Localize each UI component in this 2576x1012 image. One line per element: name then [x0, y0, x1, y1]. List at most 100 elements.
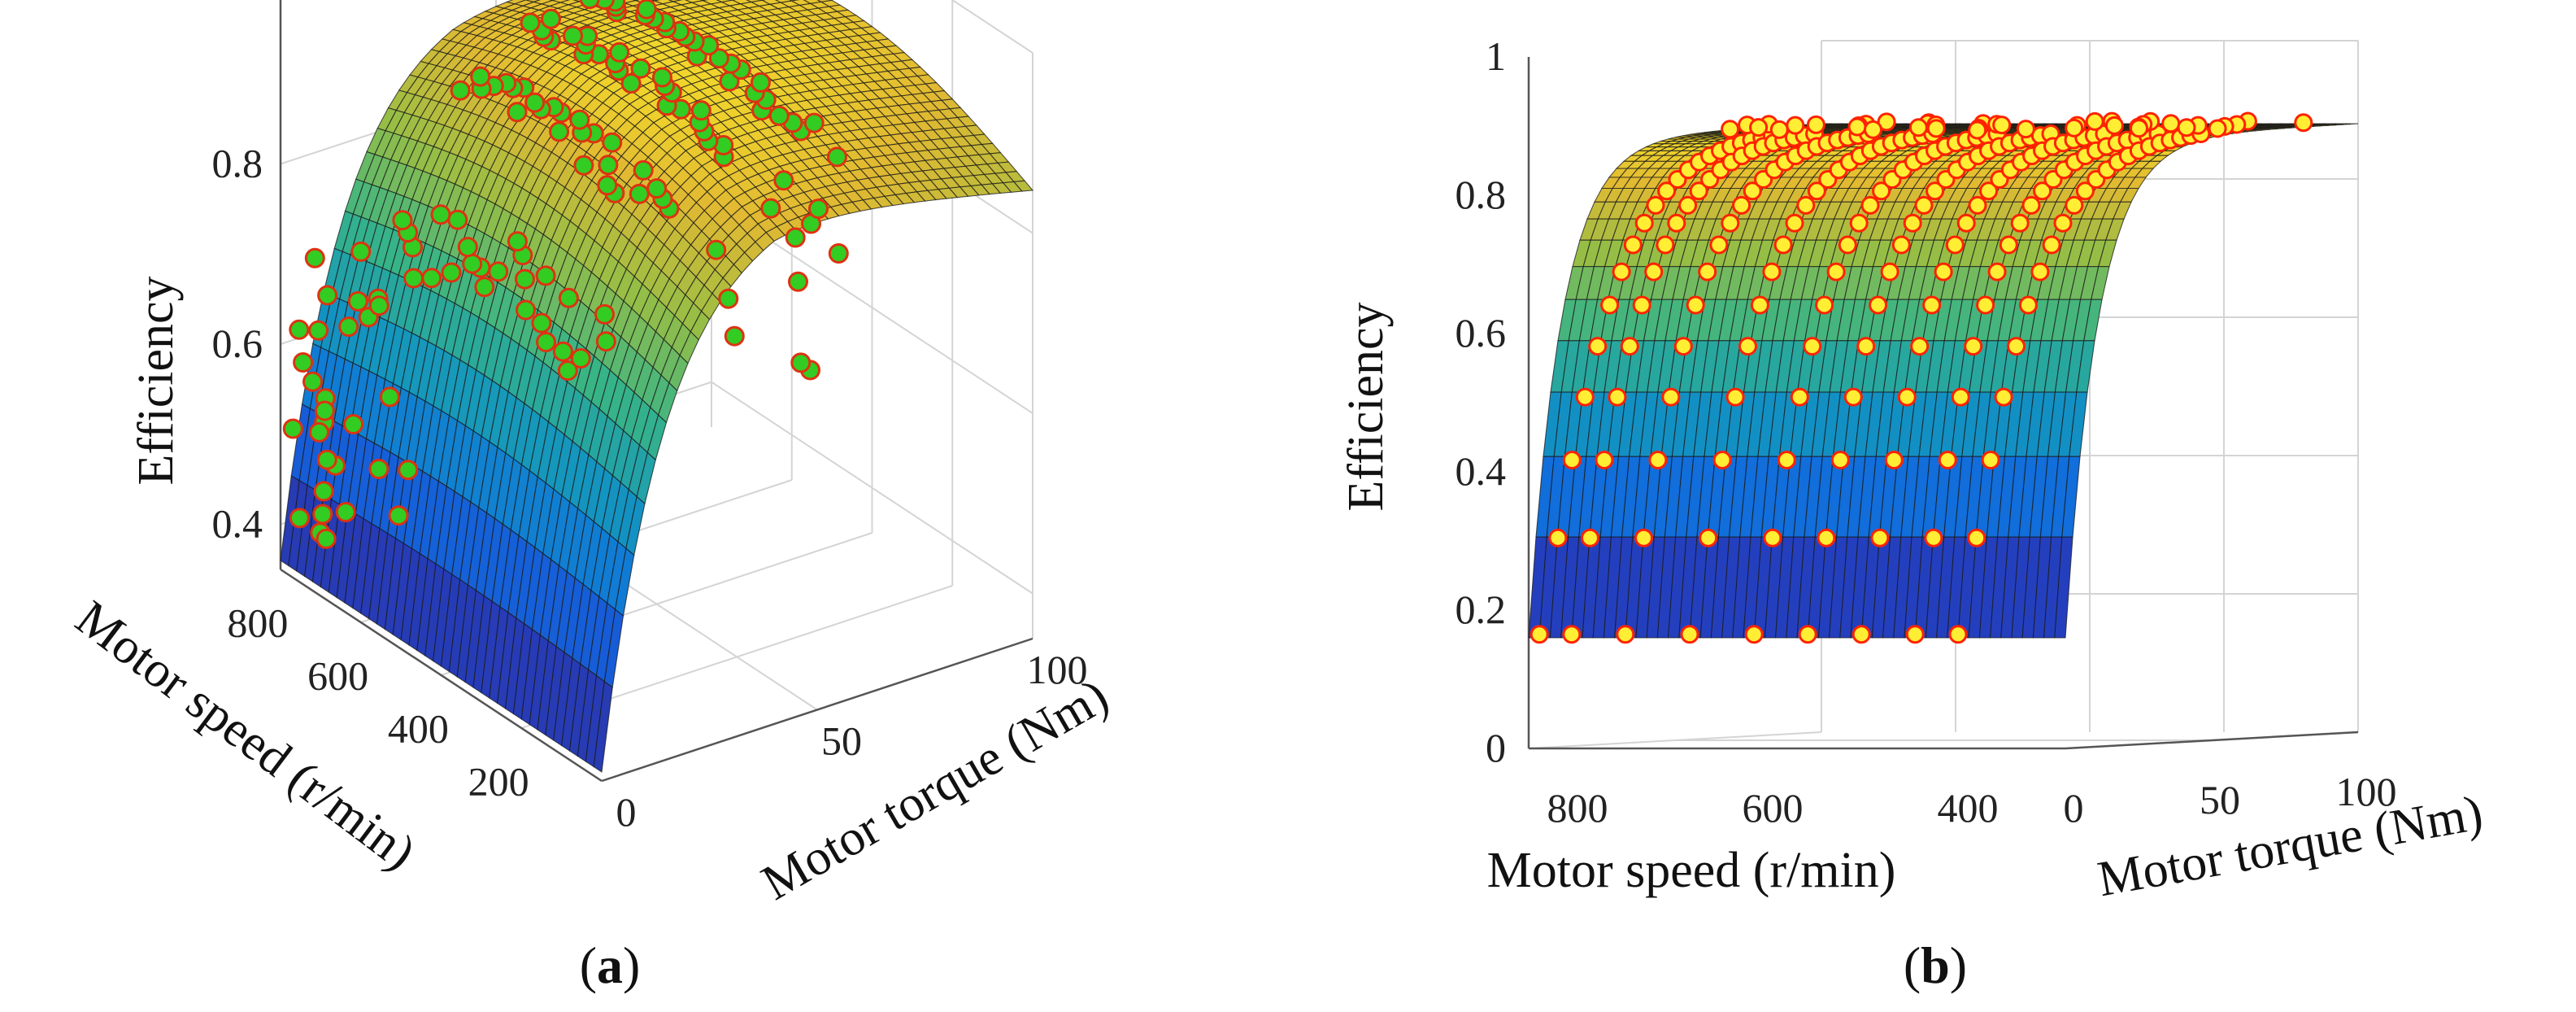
panel-b-marker-132: [1852, 625, 1871, 644]
panel-a-marker-76: [541, 8, 561, 29]
panel-a-marker-143: [760, 198, 781, 219]
panel-b-marker-111: [1817, 528, 1836, 547]
panel-b-marker-140: [1956, 213, 1976, 233]
panel-a-axis-1: [601, 637, 1033, 783]
panel-a-marker-140: [828, 243, 849, 264]
panel-b-marker-72: [1762, 262, 1782, 281]
panel-a-ztick-1: 0.6: [212, 321, 263, 366]
panel-b-marker-136: [1910, 337, 1930, 356]
panel-a-speed-tick-3: 200: [468, 759, 529, 805]
panel-b-ztick-1: 0.2: [1456, 587, 1507, 632]
panel-b-marker-112: [1830, 451, 1850, 469]
panel-b-marker-180: [2007, 337, 2026, 356]
panel-a-marker-57: [690, 100, 711, 121]
panel-b-marker-117: [1891, 235, 1911, 255]
panel-b-marker-176: [1948, 625, 1968, 644]
panel-b-marker-25: [1608, 387, 1627, 407]
panel-b-ztick-4: 0.8: [1456, 172, 1507, 217]
panel-a-marker-104: [338, 316, 359, 338]
panel-a-marker-136: [827, 146, 847, 168]
panel-a-marker-20: [421, 268, 442, 289]
panel-b-marker-156: [1938, 451, 1957, 469]
panel-a-marker-19: [447, 209, 468, 230]
panel-b-marker-10: [1657, 181, 1677, 201]
panel-a-marker-84: [750, 72, 771, 93]
panel-b-marker-74: [1785, 213, 1804, 233]
panel-a-marker-147: [790, 352, 812, 373]
panel-b-marker-236: [2208, 119, 2227, 138]
panel-b-marker-220: [2085, 111, 2104, 131]
panel-a-marker-145: [718, 288, 739, 309]
panel-b-marker-141: [1968, 195, 1987, 215]
panel-b-marker-28: [1644, 262, 1664, 281]
panel-b-marker-69: [1725, 387, 1745, 407]
panel-b-marker-208: [1847, 117, 1867, 137]
panel-a-marker-112: [312, 504, 333, 525]
panel-b-marker-159: [1976, 295, 1995, 315]
panel-a-marker-124: [302, 371, 323, 392]
panel-b-marker-133: [1870, 528, 1890, 547]
panel-b-marker-237: [2294, 113, 2313, 133]
panel-b-marker-157: [1951, 387, 1970, 407]
panel-a-marker-7: [531, 312, 552, 334]
panel-b-marker-47: [1661, 387, 1681, 407]
panel-b-marker-48: [1673, 337, 1693, 356]
panel-a-marker-2: [570, 348, 591, 369]
panel-b-marker-44: [1616, 625, 1635, 644]
panel-a-marker-64: [630, 58, 651, 79]
panel-b-marker-97: [1860, 195, 1880, 215]
panel-b-marker-24: [1595, 451, 1614, 469]
panel-b-marker-230: [2130, 119, 2148, 138]
panel-b-marker-2: [1562, 451, 1582, 469]
panel-a-marker-134: [803, 112, 825, 133]
panel-b-ztick-3: 0.6: [1456, 310, 1507, 356]
panel-b-marker-226: [2104, 116, 2124, 135]
panel-a-marker-8: [535, 265, 556, 286]
panel-a-marker-88: [708, 48, 729, 69]
panel-b-marker-178: [1981, 451, 2000, 469]
panel-b-marker-186: [2075, 181, 2095, 201]
panel-a-label: (a): [580, 936, 641, 994]
panel-a-marker-138: [706, 239, 727, 260]
panel-b-marker-53: [1732, 195, 1751, 215]
panel-a-marker-141: [788, 271, 808, 292]
panel-b-marker-217: [1992, 116, 2012, 135]
panel-a-marker-62: [651, 67, 672, 88]
panel-b-marker-76: [1807, 181, 1826, 201]
panel-a-marker-77: [520, 12, 541, 33]
panel-a-marker-132: [335, 502, 356, 522]
panel-a-marker-10: [515, 268, 535, 290]
panel-b-marker-23: [1581, 528, 1599, 547]
panel-a-marker-43: [524, 92, 546, 113]
panel-a-marker-113: [289, 508, 310, 529]
panel-a-marker-133: [304, 247, 325, 268]
panel-a-marker-50: [470, 66, 491, 87]
panel-a-marker-6: [536, 332, 556, 352]
panel-b-marker-138: [1934, 262, 1953, 281]
panel-a-marker-123: [315, 528, 337, 549]
panel-a-zlabel: Efficiency: [128, 276, 184, 485]
panel-b-marker-160: [1987, 262, 2007, 281]
panel-b-marker-95: [1838, 235, 1857, 255]
panel-b-marker-31: [1678, 195, 1698, 215]
panel-b-marker-8: [1634, 213, 1654, 233]
panel-b-marker-114: [1856, 337, 1876, 356]
panel-b-data-markers: [1530, 111, 2313, 644]
panel-a-marker-102: [594, 0, 615, 10]
panel-b-marker-75: [1796, 195, 1816, 215]
panel-b-marker-3: [1575, 387, 1595, 407]
panel-b-ztick-5: 1: [1486, 33, 1506, 79]
panel-a-speed-tick-1: 600: [307, 653, 368, 699]
panel-b-marker-96: [1849, 213, 1869, 233]
panel-a-marker-109: [282, 418, 303, 439]
panel-a-marker-3: [557, 360, 578, 382]
panel-a-torque-tick-0: 0: [616, 789, 637, 835]
panel-b-marker-67: [1699, 528, 1718, 547]
panel-b-marker-225: [2065, 118, 2084, 137]
panel-a-marker-127: [368, 459, 389, 479]
panel-a-marker-129: [398, 460, 419, 481]
panel-b-marker-219: [1968, 120, 1987, 140]
panel-a-marker-17: [457, 237, 478, 258]
panel-a-ztick-2: 0.8: [212, 141, 263, 186]
